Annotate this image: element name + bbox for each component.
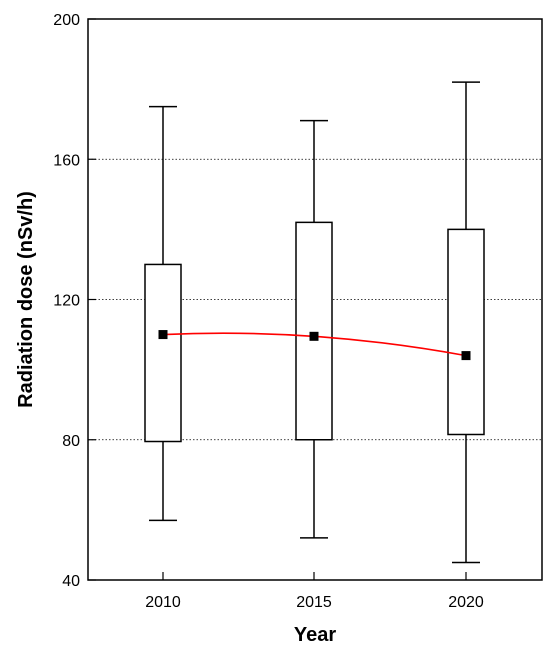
y-tick-label-40: 40 [62, 573, 80, 590]
y-tick-label-200: 200 [53, 12, 80, 29]
y-axis-ticks: 40 80 120 160 200 [53, 12, 96, 590]
x-tick-label-2015: 2015 [296, 594, 332, 611]
y-tick-label-120: 120 [53, 293, 80, 310]
mean-markers [158, 330, 471, 361]
iqr-box-2010 [144, 263, 182, 443]
box-2015 [295, 119, 333, 539]
mean-marker-2020 [461, 351, 471, 361]
y-tick-label-80: 80 [62, 433, 80, 450]
iqr-box-2020 [447, 228, 485, 436]
y-tick-label-160: 160 [53, 152, 80, 169]
iqr-box-2015 [295, 221, 333, 441]
box-2010 [144, 105, 182, 522]
box-series [144, 81, 485, 564]
x-tick-label-2010: 2010 [145, 594, 181, 611]
x-axis-title: Year [294, 624, 336, 646]
box-2020 [447, 81, 485, 564]
y-axis-title: Radiation dose (nSv/h) [15, 191, 37, 408]
mean-marker-2010 [158, 330, 168, 340]
x-axis-ticks: 2010 2015 2020 [145, 572, 484, 611]
mean-marker-2015 [309, 331, 319, 341]
x-tick-label-2020: 2020 [448, 594, 484, 611]
